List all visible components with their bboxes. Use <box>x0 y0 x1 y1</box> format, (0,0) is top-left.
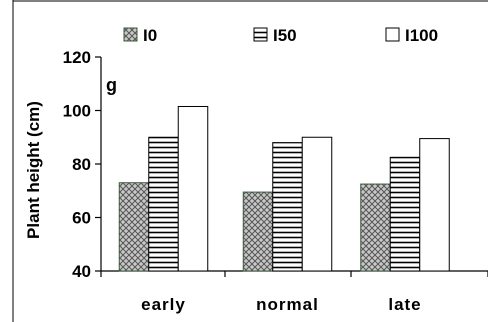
y-tick-label: 100 <box>63 102 91 121</box>
legend-swatch-i0 <box>123 27 138 42</box>
bar-i0-late <box>360 183 391 272</box>
panel-letter: g <box>106 75 117 95</box>
legend-swatch-i50 <box>253 27 268 42</box>
x-category-label: normal <box>256 295 319 314</box>
legend-label-i0: I0 <box>143 26 157 45</box>
y-ticks: 40 60 80 100 120 <box>63 48 101 281</box>
x-category-label: early <box>141 295 186 314</box>
bar-i0-early <box>118 182 150 272</box>
y-axis-title: Plant height (cm) <box>24 101 43 239</box>
bar-i50-late <box>389 156 421 272</box>
bar-i100-late <box>419 138 450 272</box>
bar-i0-normal <box>242 191 274 272</box>
legend: I0 I50 I100 <box>123 26 438 45</box>
y-tick-label: 60 <box>72 209 91 228</box>
x-category-labels: early normal late <box>141 295 421 314</box>
bar-i100-early <box>177 105 209 272</box>
y-tick-label: 40 <box>72 262 91 281</box>
bar-i50-normal <box>272 142 303 272</box>
legend-label-i100: I100 <box>405 26 438 45</box>
y-tick-label: 80 <box>72 155 91 174</box>
bars <box>118 105 450 272</box>
bar-i50-early <box>148 136 179 272</box>
x-category-label: late <box>388 295 421 314</box>
legend-label-i50: I50 <box>273 26 297 45</box>
legend-swatch-i100 <box>385 27 400 42</box>
bar-i100-normal <box>301 136 333 272</box>
y-tick-label: 120 <box>63 48 91 67</box>
